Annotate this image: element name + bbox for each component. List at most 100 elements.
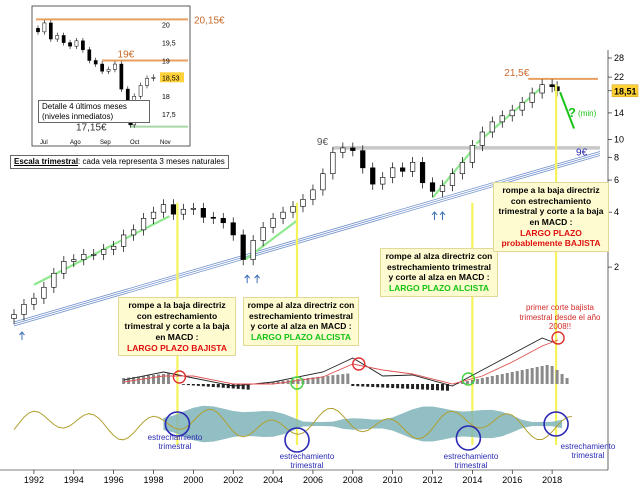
scale-note-bold: Escala trimestral <box>14 157 79 166</box>
candle-body-15 <box>160 204 167 213</box>
squeeze-label-3: estrechamiento trimestral <box>443 452 499 470</box>
y-tick-22: 22 <box>614 72 624 82</box>
macd-bar-8068 <box>530 368 534 384</box>
candle-body-10 <box>111 245 117 250</box>
inset-y-tick-18-53: 18,53 <box>162 75 180 82</box>
macd-bar-8020 <box>291 379 295 384</box>
touch-arrow-0 <box>19 331 25 340</box>
macd-bar-8040 <box>391 384 395 388</box>
candle-body-24 <box>250 240 256 260</box>
macd-bar-8055 <box>465 381 469 384</box>
inset-x-tick-Jul: Jul <box>40 140 48 146</box>
note-2-result: LARGO PLAZO ALCISTA <box>250 331 352 342</box>
x-tick-2016: 2016 <box>502 475 522 485</box>
candle-body-36 <box>370 167 376 185</box>
macd-bar-8025 <box>316 376 320 384</box>
macd-bar-8060 <box>490 376 494 384</box>
x-tick-2010: 2010 <box>383 475 403 485</box>
touch-arrow-2 <box>254 274 261 284</box>
macd-bar-8051 <box>445 384 449 391</box>
macd-bar-8044 <box>411 384 415 389</box>
macd-bar-8072 <box>550 366 554 384</box>
inset-body-13 <box>119 63 124 90</box>
macd-bar-8062 <box>500 374 504 384</box>
candle-body-1 <box>21 304 27 315</box>
y-tick-8: 8 <box>614 152 619 162</box>
note-4-text: rompe a la baja directriz con estrechami… <box>498 185 604 227</box>
candle-body-45 <box>459 162 466 175</box>
macd-bar-8034 <box>361 384 365 387</box>
y-tick-10: 10 <box>614 135 624 145</box>
macd-bar-8042 <box>401 384 405 389</box>
macd-bar-8023 <box>306 377 310 384</box>
x-tick-2008: 2008 <box>343 475 363 485</box>
x-tick-2000: 2000 <box>183 475 203 485</box>
candle-body-9 <box>101 249 107 255</box>
macd-bar-8075 <box>565 378 569 384</box>
bandwidth-area <box>163 405 563 443</box>
inset-body-9 <box>93 60 98 65</box>
squeeze-label-2: estrechamiento trimestral <box>279 452 335 470</box>
x-tick-1996: 1996 <box>104 475 124 485</box>
candle-body-20 <box>210 216 216 219</box>
macd-bar-7990 <box>142 376 146 384</box>
macd-bar-8006 <box>221 384 225 388</box>
candle-body-26 <box>270 218 276 228</box>
y-tick-4: 4 <box>614 207 619 217</box>
candle-body-54 <box>549 84 555 87</box>
inset-y-tick-18: 18 <box>162 94 170 101</box>
candle-body-30 <box>310 189 316 200</box>
macd-bar-8061 <box>495 375 499 384</box>
candle-body-39 <box>400 167 406 172</box>
candle-body-43 <box>439 185 446 192</box>
macd-bar-8003 <box>206 384 210 387</box>
macd-bar-8059 <box>485 377 489 384</box>
inset-x-tick-Sep: Sep <box>100 140 111 146</box>
inset-body-17 <box>138 85 143 97</box>
macd-note: primer corte bajista trimestral desde el… <box>519 303 601 332</box>
directriz-line-2 <box>431 144 478 199</box>
x-tick-2004: 2004 <box>263 475 283 485</box>
current-price-box <box>611 84 639 98</box>
x-tick-2018: 2018 <box>542 475 562 485</box>
macd-bar-8054 <box>460 382 464 384</box>
candle-body-25 <box>260 227 266 241</box>
inset-last-box <box>160 72 184 83</box>
inset-body-11 <box>106 69 111 72</box>
macd-bar-7987 <box>127 377 131 384</box>
note-1-result: LARGO PLAZO BAJISTA <box>127 342 227 353</box>
candle-body-32 <box>330 152 336 175</box>
inset-body-6 <box>74 40 79 47</box>
candle-body-40 <box>409 162 416 172</box>
macd-bar-8021 <box>296 379 300 384</box>
inset-body-4 <box>61 35 66 43</box>
scale-note: Escala trimestral: cada vela representa … <box>10 155 229 169</box>
candle-body-41 <box>419 162 426 184</box>
macd-bar-8026 <box>321 376 325 384</box>
macd-bar-8035 <box>366 384 370 387</box>
candle-body-4 <box>51 272 57 288</box>
x-tick-2002: 2002 <box>223 475 243 485</box>
macd-bar-8069 <box>535 367 539 384</box>
candle-body-8 <box>91 254 97 256</box>
macd-bar-7991 <box>147 375 151 384</box>
note-4-result: LARGO PLAZO probablemente BAJISTA <box>501 227 601 249</box>
macd-bar-8049 <box>436 384 440 391</box>
inset-x-tick-Oct: Oct <box>130 140 140 146</box>
candle-body-5 <box>61 261 67 274</box>
y-tick-2: 2 <box>614 262 619 272</box>
inset-body-1 <box>42 22 47 33</box>
y-tick-6: 6 <box>614 175 619 185</box>
candle-body-0 <box>11 314 17 319</box>
candle-body-33 <box>340 147 346 153</box>
macd-event-circle-3 <box>461 372 476 386</box>
inset-body-8 <box>87 49 92 61</box>
inset-body-0 <box>36 28 40 33</box>
inset-body-19 <box>151 77 156 79</box>
macd-bar-8029 <box>336 374 340 384</box>
macd-bar-8037 <box>376 384 380 388</box>
macd-bar-7998 <box>181 384 185 385</box>
macd-bar-7989 <box>137 376 141 384</box>
touch-arrow-3 <box>431 211 438 220</box>
squeeze-label-4: estrechamiento trimestral <box>560 442 616 460</box>
